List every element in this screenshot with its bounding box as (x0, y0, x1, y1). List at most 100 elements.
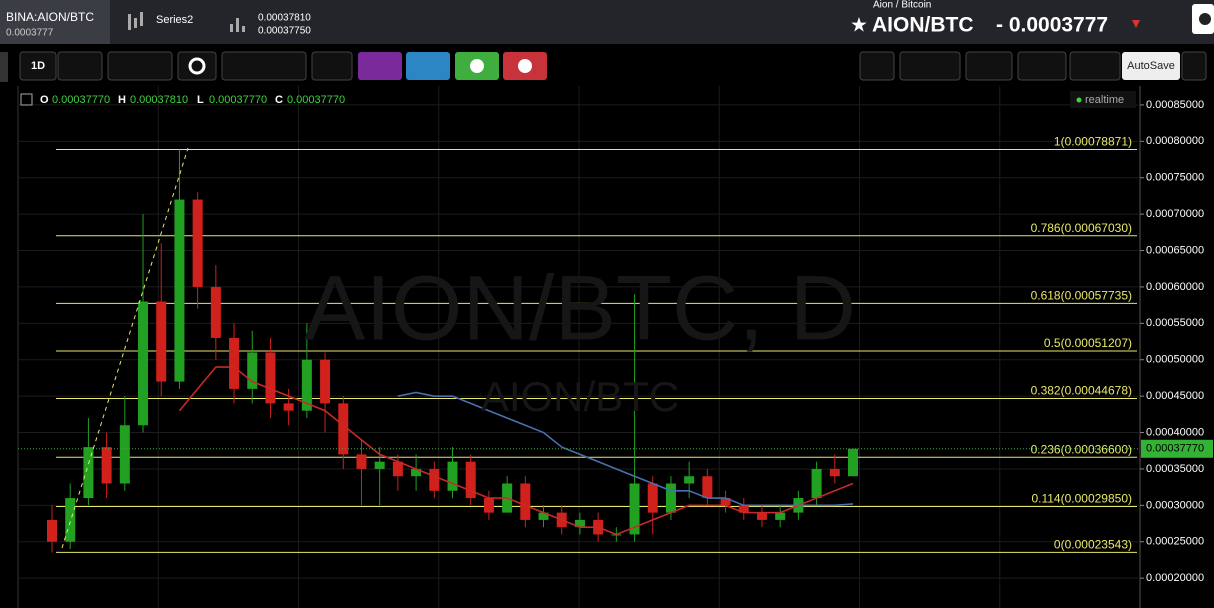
candle-body (392, 461, 403, 477)
ohlc-value: 0.00037810 (130, 94, 188, 106)
interval: 1D (31, 60, 45, 72)
legend-toggle[interactable] (20, 93, 33, 106)
last-price-box (1141, 439, 1213, 458)
ohlc-value: 0.00037770 (287, 94, 345, 106)
y-tick-label: 0.00070000 (1146, 208, 1204, 220)
candle-body (684, 476, 695, 484)
candle-body (119, 425, 130, 484)
candle-body (848, 448, 858, 477)
watermark: AION/BTC, D (304, 257, 856, 359)
candle-body (665, 483, 676, 513)
candle-body (192, 199, 203, 287)
side-toggle[interactable] (0, 52, 8, 82)
down-arrow (1132, 20, 1140, 28)
candle-body (65, 498, 76, 542)
candle-body (756, 512, 767, 520)
symbol: BINA:AION/BTC (6, 10, 94, 24)
autosave-menu[interactable] (1181, 51, 1207, 81)
y-tick-label: 0.00080000 (1146, 135, 1204, 147)
candle-body (301, 359, 312, 411)
alert-button[interactable] (406, 52, 450, 80)
interval-menu[interactable] (57, 51, 103, 81)
y-tick-label: 0.00055000 (1146, 317, 1204, 329)
autosave-button[interactable] (1122, 52, 1180, 80)
up-icon (470, 59, 484, 73)
candle-body (320, 359, 331, 404)
settings-icon (1199, 13, 1211, 25)
candle-body (247, 352, 258, 389)
candle-body (574, 519, 585, 528)
save-button[interactable] (1069, 51, 1121, 81)
fib-label: 0.382(0.00044678) (1031, 384, 1132, 398)
indicators-button[interactable] (221, 51, 307, 81)
candle-body (447, 461, 458, 491)
load-button[interactable] (1017, 51, 1067, 81)
candle-body (138, 301, 149, 426)
status-dot (1076, 97, 1082, 103)
compare-button[interactable] (311, 51, 353, 81)
price: - 0.0003777 (996, 14, 1108, 37)
ohlc-label: C (275, 94, 283, 106)
y-tick-label: 0.00060000 (1146, 281, 1204, 293)
autosave: AutoSave (1127, 60, 1175, 72)
pair: AION/BTC (872, 14, 974, 37)
symbol-price: 0.0003777 (6, 28, 54, 39)
fib-label: 0(0.00023543) (1054, 538, 1132, 552)
fib-label: 1(0.00078871) (1054, 135, 1132, 149)
trend-line (61, 147, 189, 549)
chart-style-button[interactable] (107, 51, 173, 81)
y-tick-label: 0.00040000 (1146, 426, 1204, 438)
fullscreen-button[interactable] (859, 51, 895, 81)
fib-label: 0.786(0.00067030) (1031, 221, 1132, 235)
fib-label: 0.114(0.00029850) (1031, 492, 1132, 506)
ohlc-label: O (40, 94, 49, 106)
series-icon (128, 12, 143, 30)
y-tick-label: 0.00020000 (1146, 572, 1204, 584)
status-box (1070, 91, 1136, 108)
y-tick-label: 0.00085000 (1146, 99, 1204, 111)
y-tick-label: 0.00050000 (1146, 354, 1204, 366)
last-price-label: 0.00037770 (1146, 443, 1204, 455)
fib-label: 0.5(0.00051207) (1044, 336, 1132, 350)
candle-body (811, 468, 822, 499)
candle-body (338, 403, 349, 455)
moving-average (397, 391, 854, 507)
candle-body (374, 461, 385, 469)
settings-tool[interactable] (177, 51, 217, 81)
plot: 1(0.00078871) 0.786(0.00067030) 0.618(0.00… (18, 86, 1140, 608)
series-high: 0.00037810 (258, 13, 311, 24)
series-name[interactable]: Series2 (156, 14, 193, 26)
ohlc-label: L (197, 94, 204, 106)
candle-body (101, 447, 112, 484)
y-tick-label: 0.00035000 (1146, 463, 1204, 475)
y-tick-label: 0.00065000 (1146, 244, 1204, 256)
candle-body (629, 483, 640, 535)
undo-redo[interactable] (899, 51, 961, 81)
series-low: 0.00037750 (258, 26, 311, 37)
snapshot-button[interactable] (965, 51, 1013, 81)
candle-body (429, 468, 440, 491)
candle-body (520, 483, 531, 520)
plugin-button[interactable] (358, 52, 402, 80)
candle-body (47, 519, 57, 542)
y-tick-label: 0.00030000 (1146, 499, 1204, 511)
watermark-sub: AION/BTC (481, 373, 679, 420)
candle-body (210, 286, 221, 338)
interval-button[interactable] (19, 51, 57, 81)
candle-body (483, 498, 494, 513)
fib-label: 0.236(0.00036600) (1031, 442, 1132, 456)
candle-body (265, 352, 276, 404)
ohlc-value: 0.00037770 (52, 94, 110, 106)
candle-body (647, 483, 658, 513)
series2-icon (230, 18, 245, 32)
candle-body (702, 476, 713, 499)
candle-body (775, 512, 786, 520)
symbol-tab[interactable] (0, 0, 110, 44)
status: realtime (1085, 94, 1124, 106)
candle-body (356, 454, 367, 469)
gear-icon (188, 57, 206, 75)
star-icon[interactable]: ★ (850, 14, 868, 36)
y-tick-label: 0.00075000 (1146, 172, 1204, 184)
